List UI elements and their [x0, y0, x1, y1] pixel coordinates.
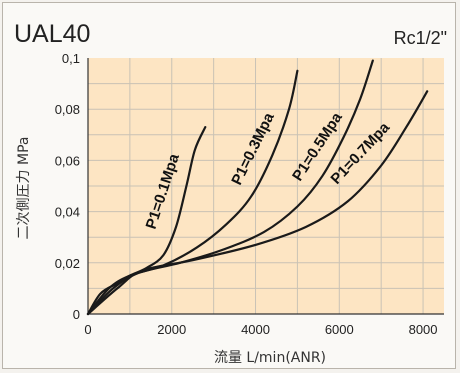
x-tick-label: 0	[84, 322, 91, 337]
chart-subtitle: Rc1/2"	[394, 28, 447, 48]
chart-title: UAL40	[14, 20, 90, 48]
series-line-2	[86, 69, 299, 316]
x-tick-label: 4000	[241, 322, 270, 337]
y-tick-label: 0,1	[62, 51, 80, 66]
x-tick-label: 6000	[325, 322, 354, 337]
tick-labels: 0 2000 4000 6000 8000 0 0,02 0,04 0,06 0,08 0,1	[55, 51, 438, 337]
y-tick-label: 0,02	[55, 256, 80, 271]
series-line-4	[86, 90, 429, 316]
x-tick-label: 8000	[409, 322, 438, 337]
series-lines	[86, 59, 429, 316]
x-tick-label: 2000	[157, 322, 186, 337]
y-tick-label: 0,08	[55, 102, 80, 117]
y-tick-label: 0,04	[55, 205, 80, 220]
y-tick-label: 0	[73, 307, 80, 322]
axes	[87, 58, 444, 315]
x-axis-label: 流量 L/min(ANR)	[214, 350, 326, 366]
y-tick-label: 0,06	[55, 153, 80, 168]
y-axis-label: 二次側圧力 MPa	[16, 137, 32, 240]
grid	[88, 58, 444, 314]
